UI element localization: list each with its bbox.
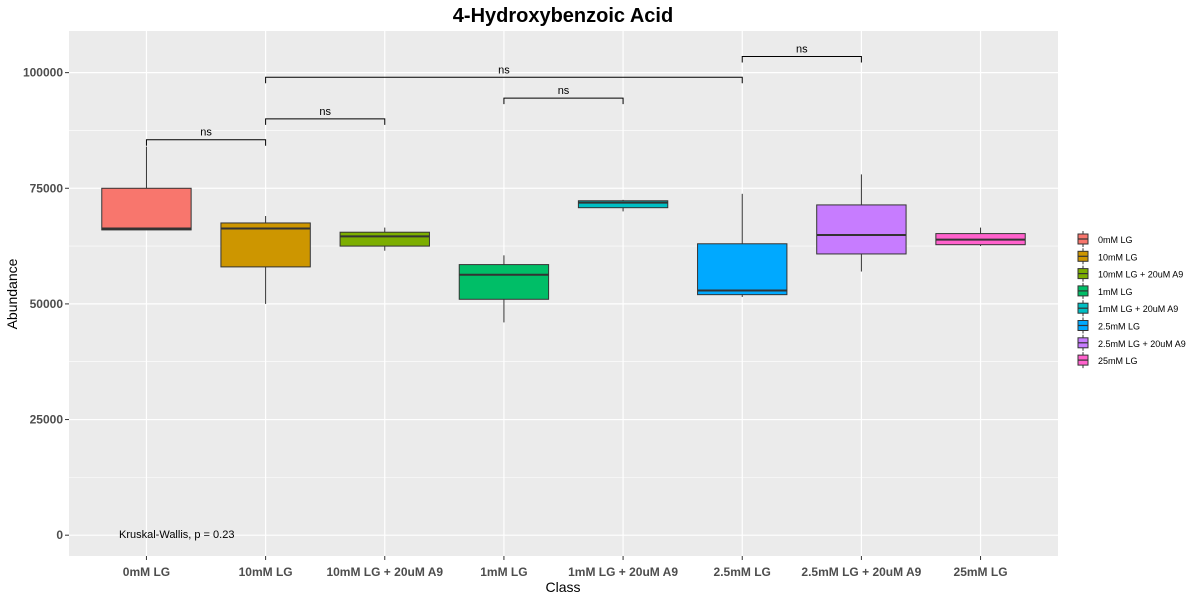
comparison-label: ns xyxy=(319,106,331,118)
legend-label: 25mM LG xyxy=(1098,356,1138,366)
x-tick-label: 2.5mM LG xyxy=(714,565,771,579)
box-group xyxy=(339,227,430,251)
box-group xyxy=(220,216,311,304)
legend-item: 2.5mM LG xyxy=(1077,317,1140,334)
box-group xyxy=(816,174,907,272)
x-tick-label: 0mM LG xyxy=(123,565,170,579)
box-body xyxy=(101,187,192,231)
comparison-bracket xyxy=(265,76,743,84)
box-group xyxy=(577,199,669,212)
box-body xyxy=(339,231,430,247)
y-axis-title: Abundance xyxy=(4,258,20,329)
x-tick-label: 1mM LG xyxy=(480,565,527,579)
kruskal-wallis-annotation: Kruskal-Wallis, p = 0.23 xyxy=(119,529,234,541)
legend-item: 2.5mM LG + 20uM A9 xyxy=(1077,334,1186,351)
box-body xyxy=(577,200,669,209)
legend-item: 1mM LG + 20uM A9 xyxy=(1077,300,1178,317)
x-tick-label: 10mM LG xyxy=(239,565,293,579)
comparison-brackets: ns ns ns ns ns xyxy=(145,43,862,146)
legend-label: 10mM LG xyxy=(1098,252,1138,262)
box-body xyxy=(458,264,550,300)
x-axis-title: Class xyxy=(545,579,580,595)
legend-item: 0mM LG xyxy=(1077,231,1133,247)
legend-label: 10mM LG + 20uM A9 xyxy=(1098,270,1183,280)
box-group xyxy=(697,193,788,297)
legend-item: 10mM LG + 20uM A9 xyxy=(1077,265,1183,282)
axes: 0 25000 50000 75000 100000 0mM LG 10mM LG 10mM … xyxy=(23,66,1008,579)
box-group xyxy=(101,146,192,231)
comparison-label: ns xyxy=(200,127,212,139)
box-group xyxy=(935,227,1026,247)
boxes xyxy=(101,146,1026,323)
comparison-label: ns xyxy=(796,43,808,55)
x-tick-label: 25mM LG xyxy=(954,565,1008,579)
y-tick-label: 75000 xyxy=(30,181,64,195)
legend-item: 25mM LG xyxy=(1077,352,1138,369)
comparison-bracket xyxy=(145,139,267,146)
box-body xyxy=(220,222,311,268)
y-tick-label: 0 xyxy=(56,528,63,542)
legend-label: 2.5mM LG xyxy=(1098,322,1140,332)
plot-panel xyxy=(69,31,1058,556)
x-tick-label: 10mM LG + 20uM A9 xyxy=(326,565,443,579)
comparison-bracket xyxy=(741,55,862,63)
box-body xyxy=(816,204,907,255)
comparison-bracket xyxy=(265,118,386,125)
x-tick-label: 2.5mM LG + 20uM A9 xyxy=(801,565,921,579)
legend: 0mM LG 10mM LG 10mM LG + 20uM A9 1mM LG 1mM … xyxy=(1077,231,1186,369)
legend-label: 2.5mM LG + 20uM A9 xyxy=(1098,339,1186,349)
legend-item: 1mM LG xyxy=(1077,282,1133,299)
legend-label: 1mM LG + 20uM A9 xyxy=(1098,304,1178,314)
y-tick-label: 100000 xyxy=(23,66,63,80)
y-tick-label: 50000 xyxy=(30,297,64,311)
legend-label: 1mM LG xyxy=(1098,287,1133,297)
comparison-label: ns xyxy=(558,85,570,97)
comparison-label: ns xyxy=(498,64,510,76)
y-tick-label: 25000 xyxy=(30,413,64,427)
x-tick-label: 1mM LG + 20uM A9 xyxy=(568,565,678,579)
legend-label: 0mM LG xyxy=(1098,235,1133,245)
chart-title: 4-Hydroxybenzoic Acid xyxy=(453,5,673,27)
box-group xyxy=(458,255,550,323)
comparison-bracket xyxy=(503,97,624,105)
legend-item: 10mM LG xyxy=(1077,248,1138,265)
box-body xyxy=(697,243,788,296)
